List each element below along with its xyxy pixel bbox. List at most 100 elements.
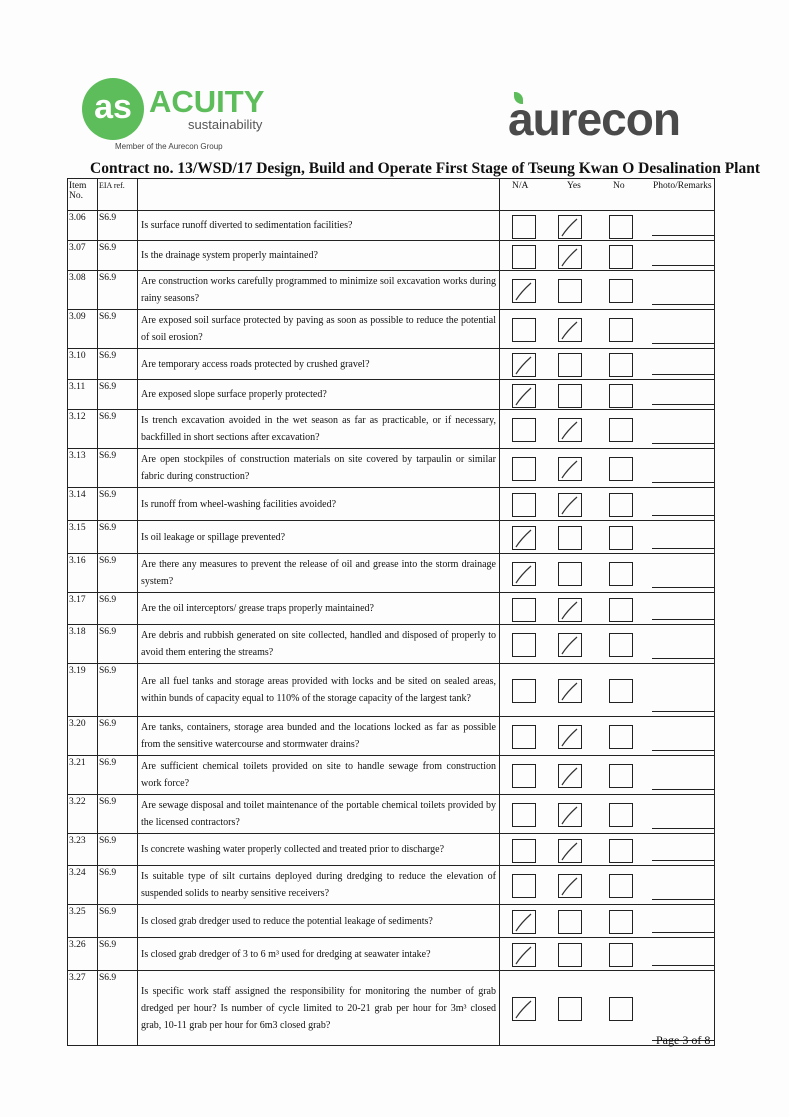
- checkbox-na[interactable]: [512, 910, 536, 934]
- checkbox-yes[interactable]: [558, 633, 582, 657]
- checkbox-na[interactable]: [512, 997, 536, 1021]
- checkbox-yes[interactable]: [558, 418, 582, 442]
- checkbox-na[interactable]: [512, 838, 536, 863]
- checkbox-no[interactable]: [609, 353, 633, 377]
- checkbox-no[interactable]: [609, 874, 633, 898]
- checkbox-no[interactable]: [609, 383, 633, 408]
- checkbox-no[interactable]: [609, 493, 633, 517]
- checkbox-yes[interactable]: [558, 943, 582, 967]
- checkbox-no[interactable]: [609, 679, 633, 703]
- checkbox-na[interactable]: [512, 457, 536, 481]
- table-row: 3.11 S6.9 Are exposed slope surface prop…: [67, 379, 715, 410]
- checkbox-na[interactable]: [512, 679, 536, 703]
- remarks-field[interactable]: [652, 515, 714, 516]
- remarks-field[interactable]: [652, 482, 714, 483]
- item-no: 3.08: [67, 270, 98, 310]
- checkbox-no[interactable]: [609, 318, 633, 342]
- checkbox-yes[interactable]: [558, 279, 582, 303]
- checkbox-no[interactable]: [609, 562, 633, 586]
- checkbox-yes[interactable]: [558, 910, 582, 934]
- checkbox-na[interactable]: [512, 803, 536, 827]
- checkbox-na[interactable]: [512, 279, 536, 303]
- remarks-field[interactable]: [652, 899, 714, 900]
- remarks-field[interactable]: [652, 304, 714, 305]
- checkbox-na[interactable]: [512, 874, 536, 898]
- checkbox-no[interactable]: [609, 214, 633, 239]
- checkbox-yes[interactable]: [558, 214, 582, 239]
- answer-cell: [499, 379, 715, 410]
- checkbox-yes[interactable]: [558, 353, 582, 377]
- checkbox-yes[interactable]: [558, 764, 582, 788]
- checkbox-na[interactable]: [512, 597, 536, 622]
- remarks-field[interactable]: [652, 374, 714, 375]
- checkbox-yes[interactable]: [558, 679, 582, 703]
- checkbox-no[interactable]: [609, 418, 633, 442]
- checklist-table: Item No. EIA ref. N/A Yes No Photo/Remar…: [67, 178, 715, 1046]
- checkbox-yes[interactable]: [558, 597, 582, 622]
- checkbox-no[interactable]: [609, 943, 633, 967]
- remarks-field[interactable]: [652, 860, 714, 861]
- checkbox-yes[interactable]: [558, 997, 582, 1021]
- checkbox-yes[interactable]: [558, 493, 582, 517]
- checkbox-na[interactable]: [512, 318, 536, 342]
- checkbox-no[interactable]: [609, 633, 633, 657]
- checkbox-no[interactable]: [609, 526, 633, 550]
- checkbox-na[interactable]: [512, 418, 536, 442]
- checkbox-na[interactable]: [512, 214, 536, 239]
- remarks-field[interactable]: [652, 711, 714, 712]
- checkbox-no[interactable]: [609, 803, 633, 827]
- checkbox-yes[interactable]: [558, 562, 582, 586]
- remarks-field[interactable]: [652, 443, 714, 444]
- checkbox-yes[interactable]: [558, 803, 582, 827]
- question: Is specific work staff assigned the resp…: [137, 970, 500, 1046]
- item-header: Item No.: [67, 178, 98, 211]
- checkbox-no[interactable]: [609, 725, 633, 749]
- checkbox-yes[interactable]: [558, 457, 582, 481]
- remarks-field[interactable]: [652, 789, 714, 790]
- remarks-field[interactable]: [652, 750, 714, 751]
- checkbox-yes[interactable]: [558, 526, 582, 550]
- checkbox-yes[interactable]: [558, 318, 582, 342]
- checkbox-yes[interactable]: [558, 838, 582, 863]
- remarks-field[interactable]: [652, 932, 714, 933]
- checkbox-yes[interactable]: [558, 244, 582, 269]
- remarks-field[interactable]: [652, 235, 714, 236]
- checkbox-na[interactable]: [512, 764, 536, 788]
- checkbox-no[interactable]: [609, 764, 633, 788]
- checkbox-na[interactable]: [512, 943, 536, 967]
- remarks-field[interactable]: [652, 548, 714, 549]
- checkbox-no[interactable]: [609, 997, 633, 1021]
- remarks-field[interactable]: [652, 658, 714, 659]
- checkbox-na[interactable]: [512, 562, 536, 586]
- question: Are sufficient chemical toilets provided…: [137, 755, 500, 795]
- answer-cell: [499, 448, 715, 488]
- remarks-field[interactable]: [652, 587, 714, 588]
- remarks-field[interactable]: [652, 828, 714, 829]
- remarks-field[interactable]: [652, 619, 714, 620]
- remarks-field[interactable]: [652, 1040, 714, 1041]
- checkbox-na[interactable]: [512, 353, 536, 377]
- checkbox-no[interactable]: [609, 244, 633, 269]
- checkbox-na[interactable]: [512, 725, 536, 749]
- remarks-field[interactable]: [652, 404, 714, 405]
- checkbox-yes[interactable]: [558, 725, 582, 749]
- checkbox-yes[interactable]: [558, 874, 582, 898]
- checkbox-na[interactable]: [512, 526, 536, 550]
- checkbox-no[interactable]: [609, 838, 633, 863]
- answer-cell: [499, 716, 715, 756]
- checkbox-no[interactable]: [609, 279, 633, 303]
- answer-cell: [499, 592, 715, 625]
- checkbox-na[interactable]: [512, 383, 536, 408]
- checkbox-no[interactable]: [609, 457, 633, 481]
- checkbox-na[interactable]: [512, 493, 536, 517]
- checkbox-no[interactable]: [609, 597, 633, 622]
- remarks-field[interactable]: [652, 965, 714, 966]
- checkbox-no[interactable]: [609, 910, 633, 934]
- checkbox-yes[interactable]: [558, 383, 582, 408]
- checkbox-na[interactable]: [512, 633, 536, 657]
- checkbox-na[interactable]: [512, 244, 536, 269]
- remarks-field[interactable]: [652, 343, 714, 344]
- table-row: 3.17 S6.9 Are the oil interceptors/ grea…: [67, 592, 715, 625]
- remarks-field[interactable]: [652, 265, 714, 266]
- eia-ref: S6.9: [97, 624, 138, 664]
